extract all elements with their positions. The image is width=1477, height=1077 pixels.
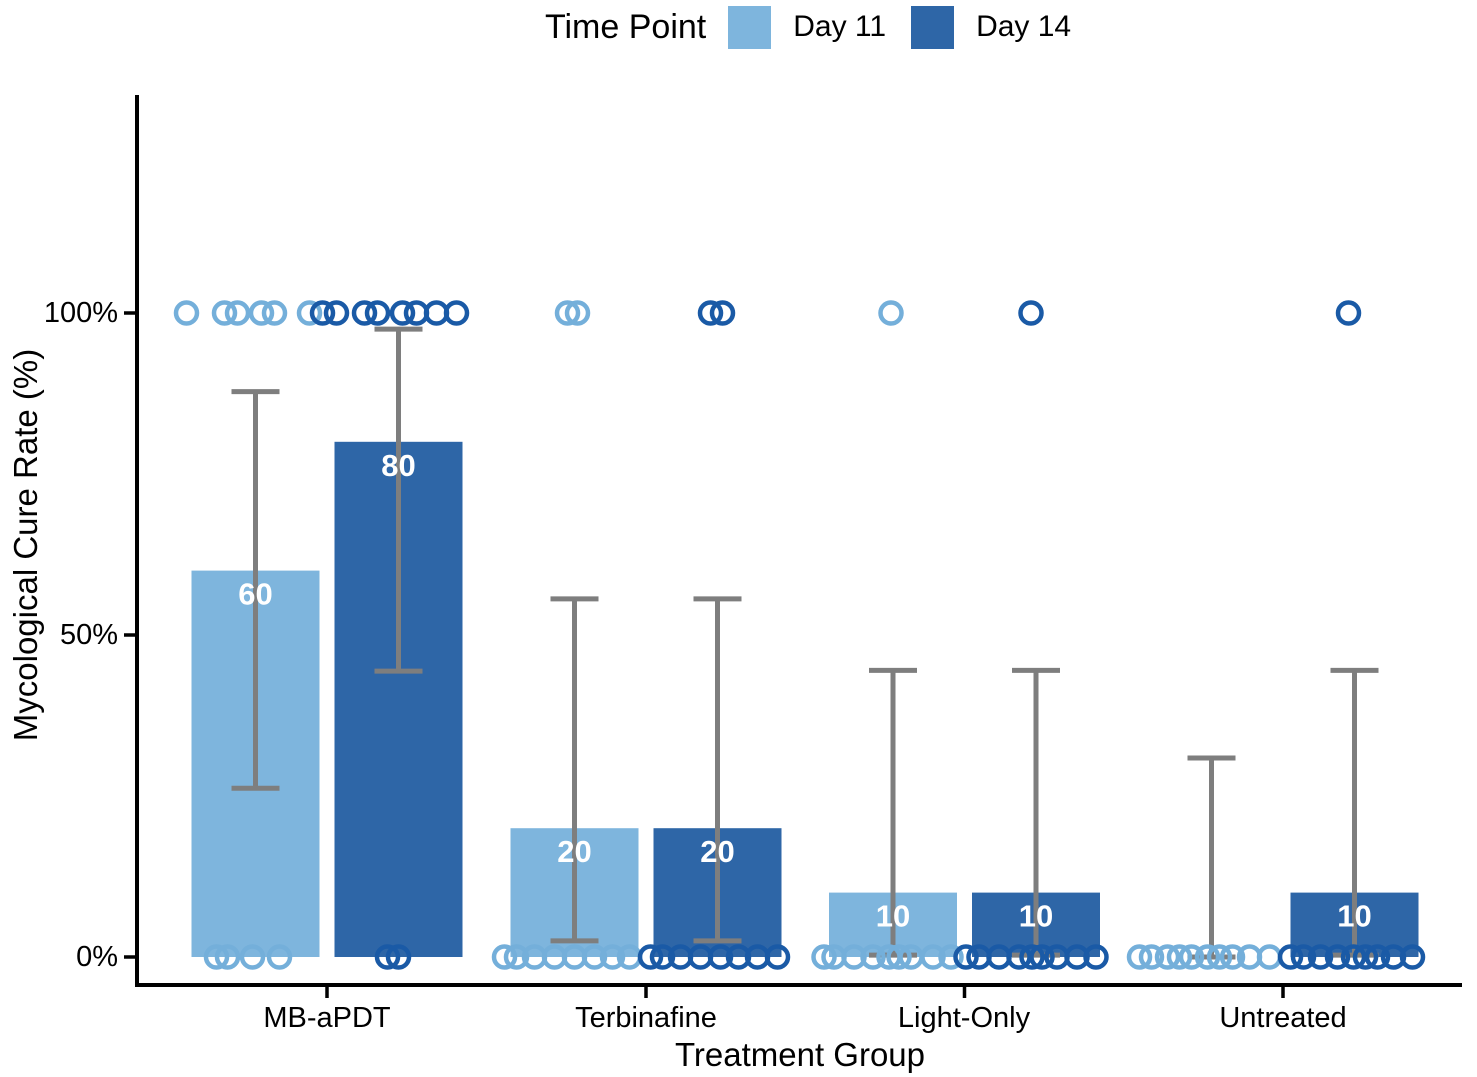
legend-label-day14: Day 14 bbox=[976, 10, 1072, 43]
data-point-day-14-light-only-0 bbox=[953, 944, 979, 970]
data-point-day-11-untreated-0 bbox=[1166, 944, 1193, 970]
data-point-day-14-mb-apdt-100 bbox=[351, 300, 378, 326]
data-point-day-14-untreated-0 bbox=[1277, 944, 1304, 970]
data-point-day-14-untreated-0 bbox=[1340, 944, 1367, 970]
data-point-day-14-terbinafine-0 bbox=[649, 944, 676, 970]
data-point-day-14-untreated-0 bbox=[1352, 944, 1379, 970]
data-point-day-14-mb-apdt-0 bbox=[385, 944, 412, 970]
data-point-day-11-mb-apdt-100 bbox=[173, 300, 200, 326]
y-tick-label-0: 0% bbox=[76, 941, 118, 973]
x-axis-title: Treatment Group bbox=[674, 1036, 926, 1073]
x-tick-label-light-only: Light-Only bbox=[897, 1002, 1031, 1034]
data-point-day-11-terbinafine-0 bbox=[581, 944, 608, 970]
data-point-day-11-untreated-0 bbox=[1154, 944, 1181, 970]
x-tick-label-mb-apdt: MB-aPDT bbox=[263, 1002, 391, 1034]
data-point-day-14-mb-apdt-100 bbox=[443, 300, 470, 326]
data-point-day-11-terbinafine-100 bbox=[554, 300, 581, 326]
data-point-day-11-mb-apdt-100 bbox=[211, 300, 238, 326]
bar-label-day-14-untreated: 10 bbox=[1337, 899, 1371, 934]
y-tick-label-50: 50% bbox=[59, 619, 118, 651]
bar-label-day-14-mb-apdt: 80 bbox=[381, 448, 415, 483]
data-point-day-11-untreated-0 bbox=[1178, 944, 1205, 970]
data-point-day-11-untreated-0 bbox=[1206, 944, 1233, 970]
bar-label-day-11-terbinafine: 20 bbox=[557, 834, 591, 869]
data-point-day-11-mb-apdt-100 bbox=[296, 300, 323, 326]
data-point-day-11-mb-apdt-0 bbox=[203, 944, 230, 970]
legend: Time Point Day 11 Day 14 bbox=[545, 2, 1096, 52]
legend-item-day11: Day 11 bbox=[728, 5, 887, 49]
legend-swatch-day11-icon bbox=[728, 5, 772, 49]
data-point-day-14-mb-apdt-100 bbox=[323, 300, 350, 326]
bar-label-day-14-terbinafine: 20 bbox=[700, 834, 734, 869]
data-point-day-11-mb-apdt-100 bbox=[261, 300, 288, 326]
data-point-day-11-light-only-0 bbox=[938, 944, 964, 970]
data-point-day-14-light-only-0 bbox=[1019, 944, 1045, 970]
data-point-day-11-terbinafine-0 bbox=[599, 944, 626, 970]
data-point-day-14-mb-apdt-100 bbox=[389, 300, 416, 326]
data-point-day-14-untreated-100 bbox=[1335, 300, 1362, 326]
data-point-day-14-mb-apdt-100 bbox=[364, 300, 391, 326]
data-point-day-14-terbinafine-0 bbox=[707, 944, 734, 970]
bar-label-day-11-mb-apdt: 60 bbox=[238, 577, 272, 612]
data-point-day-14-untreated-0 bbox=[1307, 944, 1334, 970]
data-point-day-14-light-only-0 bbox=[1083, 944, 1109, 970]
x-tick-label-untreated: Untreated bbox=[1219, 1002, 1347, 1034]
data-point-day-11-untreated-0 bbox=[1194, 944, 1221, 970]
data-point-day-14-terbinafine-0 bbox=[764, 944, 791, 970]
legend-label-day11: Day 11 bbox=[793, 10, 887, 43]
legend-item-day14: Day 14 bbox=[911, 5, 1072, 49]
data-point-day-11-terbinafine-100 bbox=[564, 300, 591, 326]
y-axis-title: Mycological Cure Rate (%) bbox=[7, 348, 44, 742]
data-point-day-11-untreated-0 bbox=[1138, 944, 1165, 970]
data-point-day-11-mb-apdt-100 bbox=[248, 300, 275, 326]
data-point-day-11-terbinafine-0 bbox=[491, 944, 518, 970]
y-tick-label-100: 100% bbox=[43, 297, 118, 329]
data-point-day-14-terbinafine-100 bbox=[697, 300, 724, 326]
data-point-day-14-mb-apdt-100 bbox=[309, 300, 336, 326]
legend-swatch-day14-icon bbox=[911, 5, 955, 49]
data-point-day-11-untreated-0 bbox=[1126, 944, 1153, 970]
data-point-day-14-untreated-0 bbox=[1364, 944, 1391, 970]
data-point-day-14-terbinafine-100 bbox=[709, 300, 736, 326]
data-point-day-11-mb-apdt-0 bbox=[266, 944, 293, 970]
data-point-day-11-mb-apdt-0 bbox=[214, 944, 241, 970]
data-point-day-11-light-only-100 bbox=[878, 300, 904, 326]
data-point-day-11-light-only-0 bbox=[811, 944, 837, 970]
legend-title: Time Point bbox=[545, 7, 707, 46]
data-point-day-11-light-only-0 bbox=[886, 944, 912, 970]
data-point-day-14-light-only-100 bbox=[1018, 300, 1044, 326]
data-point-day-14-mb-apdt-0 bbox=[374, 944, 401, 970]
data-point-day-11-mb-apdt-100 bbox=[224, 300, 251, 326]
bar-label-day-11-light-only: 10 bbox=[876, 899, 910, 934]
data-point-day-11-light-only-0 bbox=[860, 944, 886, 970]
data-point-day-11-light-only-0 bbox=[920, 944, 946, 970]
data-point-day-14-untreated-0 bbox=[1324, 944, 1351, 970]
data-point-day-11-terbinafine-0 bbox=[503, 944, 530, 970]
data-point-day-11-untreated-0 bbox=[1219, 944, 1246, 970]
data-point-day-14-untreated-0 bbox=[1290, 944, 1317, 970]
data-point-day-11-mb-apdt-0 bbox=[239, 944, 266, 970]
data-point-day-14-terbinafine-0 bbox=[637, 944, 664, 970]
x-tick-label-terbinafine: Terbinafine bbox=[575, 1002, 717, 1034]
bar-label-day-14-light-only: 10 bbox=[1019, 899, 1053, 934]
data-point-day-14-untreated-0 bbox=[1399, 944, 1426, 970]
data-point-day-14-light-only-0 bbox=[1029, 944, 1055, 970]
